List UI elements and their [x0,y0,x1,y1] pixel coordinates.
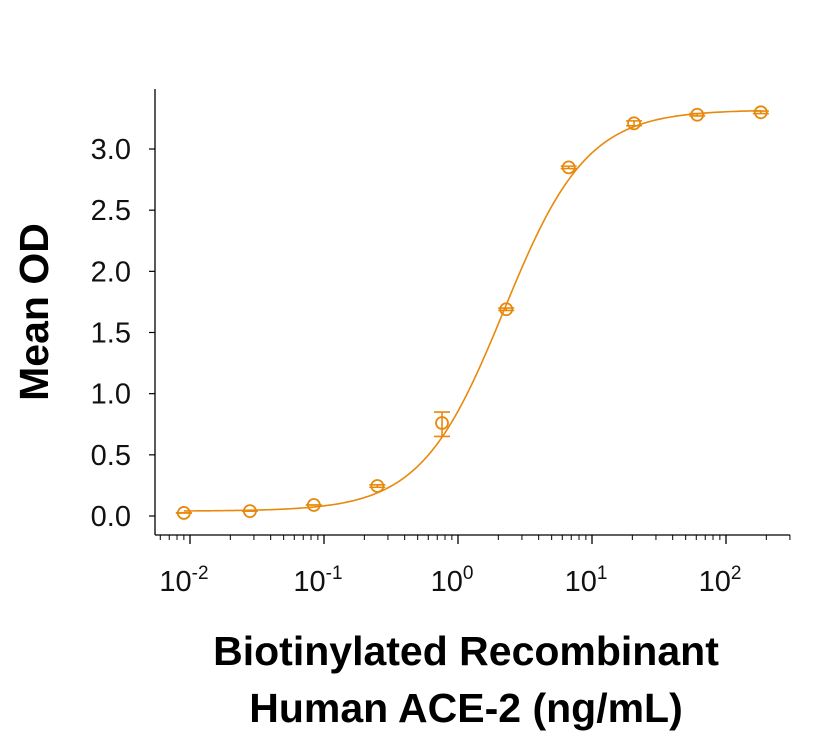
open-circle-marker [690,107,705,122]
y-tick-label: 3.0 [91,134,131,166]
x-tick-label: 10-2 [159,563,208,598]
data-point [434,411,451,438]
open-circle-marker [561,160,576,175]
data-point [305,498,322,512]
open-circle-marker [435,416,449,430]
y-axis: 0.0 0.5 1.0 1.5 2.0 2.5 3.0 [91,89,156,535]
open-circle-marker [370,479,385,493]
open-circle-marker [753,105,768,120]
data-point [175,506,192,520]
x-tick-label: 10-1 [293,563,342,598]
data-points [175,105,769,520]
open-circle-marker [627,116,641,131]
y-tick-label: 0.5 [91,440,131,472]
data-point [752,105,769,120]
open-circle-marker [306,498,321,512]
y-axis-title: Mean OD [11,223,57,401]
open-circle-marker [176,506,191,520]
y-tick-label: 2.5 [91,195,131,227]
x-tick-label: 102 [699,563,742,598]
data-point [369,479,386,493]
x-axis-title-line-2: Human ACE-2 (ng/mL) [249,685,683,731]
y-tick-label: 2.0 [91,256,131,288]
y-tick-label: 1.0 [91,379,131,411]
y-tick-label: 1.5 [91,318,131,350]
open-circle-marker [243,504,257,519]
fit-curve [183,109,761,512]
x-axis: 10-2 10-1 100 101 102 [155,534,791,598]
data-point [560,160,577,175]
y-tick-label: 0.0 [91,501,131,533]
open-circle-marker [499,302,514,317]
fit-line [183,109,761,512]
data-point [241,504,258,519]
data-point [498,302,515,317]
x-tick-label: 100 [431,563,474,598]
data-point [689,107,706,122]
x-axis-title-line-1: Biotinylated Recombinant [213,628,719,674]
data-point [626,116,643,131]
x-tick-label: 101 [565,563,608,598]
